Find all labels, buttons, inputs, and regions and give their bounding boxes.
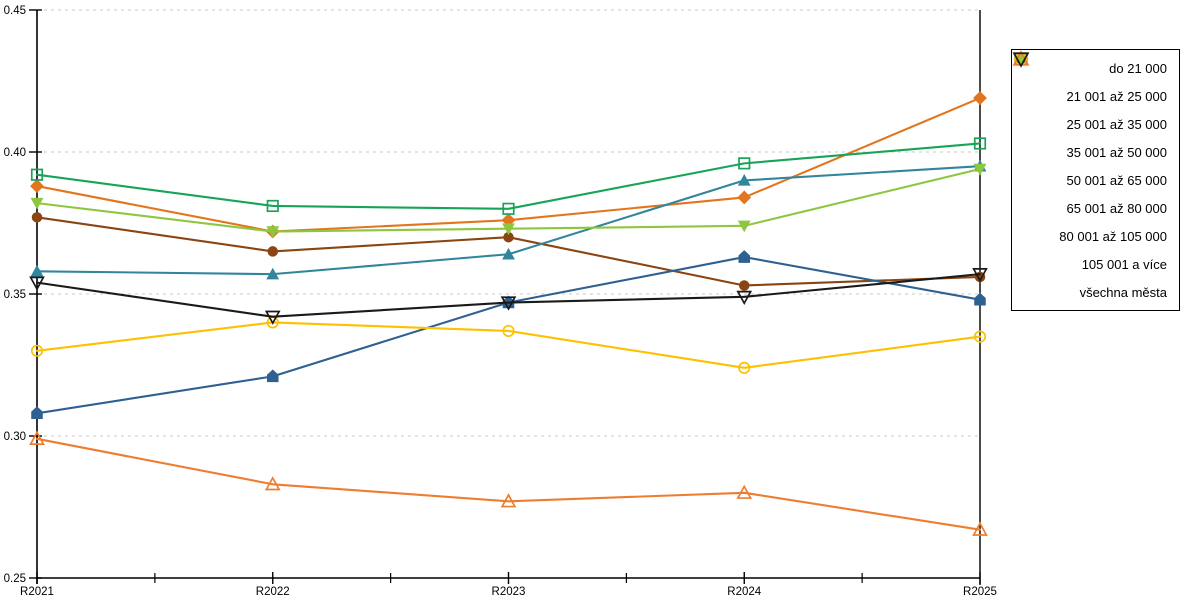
data-point-marker bbox=[31, 406, 43, 420]
data-point-marker bbox=[500, 493, 517, 508]
legend-box: do 21 000 21 001 až 25 000 25 001 až 35 00… bbox=[1011, 49, 1180, 311]
series-6 bbox=[30, 316, 987, 374]
data-point-marker bbox=[502, 202, 515, 215]
data-point-marker bbox=[973, 137, 987, 150]
data-point-marker bbox=[738, 361, 751, 374]
y-tick-label: 0.25 bbox=[4, 573, 26, 585]
series-line bbox=[35, 96, 982, 233]
data-point-marker bbox=[29, 430, 45, 445]
legend-item: 80 001 až 105 000 bbox=[1014, 52, 1167, 249]
data-point-marker bbox=[502, 324, 515, 338]
data-point-marker bbox=[973, 330, 987, 343]
data-point-marker bbox=[503, 231, 514, 243]
data-point-marker bbox=[267, 246, 278, 257]
data-point-marker bbox=[30, 197, 44, 210]
legend-item: 105 001 a více bbox=[1012, 50, 1167, 277]
triangle-down-open-marker-icon bbox=[1012, 52, 1030, 68]
data-point-marker bbox=[30, 168, 44, 181]
series-line bbox=[35, 256, 982, 415]
legend-item-label: 80 001 až 105 000 bbox=[1059, 228, 1167, 244]
data-point-marker bbox=[30, 344, 44, 357]
data-point-marker bbox=[1012, 52, 1030, 68]
triangle-down-marker-icon bbox=[1014, 53, 1028, 66]
data-point-marker bbox=[266, 199, 279, 213]
series-7 bbox=[29, 430, 988, 536]
data-point-marker bbox=[264, 476, 281, 491]
data-point-marker bbox=[266, 267, 280, 280]
data-point-marker bbox=[266, 369, 279, 383]
series-8 bbox=[29, 268, 988, 325]
legend-item-label: 50 001 až 65 000 bbox=[1066, 172, 1167, 188]
legend-item-label: do 21 000 bbox=[1109, 60, 1167, 76]
x-tick-label: R2022 bbox=[256, 586, 290, 598]
x-tick-label: R2021 bbox=[20, 586, 54, 598]
x-tick-label: R2025 bbox=[963, 586, 997, 598]
series-5 bbox=[30, 137, 987, 215]
data-point-marker bbox=[264, 310, 281, 325]
y-tick-label: 0.30 bbox=[4, 431, 26, 443]
legend-item-label: 105 001 a více bbox=[1081, 256, 1167, 272]
y-tick-label: 0.45 bbox=[4, 5, 26, 17]
series-line bbox=[35, 321, 982, 369]
data-point-marker bbox=[502, 223, 515, 236]
data-point-marker bbox=[973, 163, 987, 176]
data-point-marker bbox=[738, 157, 751, 170]
legend-item-label: 25 001 až 35 000 bbox=[1066, 116, 1167, 132]
legend-item: 65 001 až 80 000 bbox=[1014, 52, 1167, 221]
data-point-marker bbox=[31, 212, 43, 223]
data-point-marker bbox=[739, 280, 750, 291]
legend-item-label: 35 001 až 50 000 bbox=[1066, 144, 1167, 160]
series-0 bbox=[30, 91, 987, 239]
data-point-marker bbox=[30, 179, 44, 193]
series-line bbox=[35, 437, 982, 531]
x-tick-label: R2024 bbox=[727, 586, 761, 598]
legend-item: 25 001 až 35 000 bbox=[1014, 52, 1167, 137]
legend-item-label: 65 001 až 80 000 bbox=[1066, 200, 1167, 216]
series-line bbox=[35, 273, 982, 318]
data-point-marker bbox=[29, 276, 45, 291]
data-point-marker bbox=[736, 290, 753, 306]
legend-item-label: všechna města bbox=[1079, 284, 1167, 300]
data-point-marker bbox=[737, 174, 751, 186]
legend-item: 50 001 až 65 000 bbox=[1014, 53, 1167, 193]
y-tick-label: 0.35 bbox=[4, 289, 26, 301]
data-point-marker bbox=[738, 250, 751, 263]
x-tick-label: R2023 bbox=[492, 586, 526, 598]
data-point-marker bbox=[502, 247, 515, 260]
series-line bbox=[35, 142, 982, 210]
legend-item: všechna města bbox=[1012, 52, 1167, 305]
legend-item: 21 001 až 25 000 bbox=[1015, 53, 1167, 109]
data-point-marker bbox=[972, 521, 988, 536]
legend-item-label: 21 001 až 25 000 bbox=[1066, 88, 1167, 104]
legend-item: do 21 000 bbox=[1013, 51, 1167, 81]
data-point-marker bbox=[500, 296, 517, 311]
data-point-marker bbox=[1014, 53, 1028, 66]
data-point-marker bbox=[736, 484, 753, 499]
series-4 bbox=[30, 163, 987, 238]
data-point-marker bbox=[266, 226, 280, 238]
data-point-marker bbox=[973, 91, 987, 105]
data-point-marker bbox=[737, 220, 751, 233]
gridlines bbox=[37, 9, 980, 437]
data-point-marker bbox=[737, 190, 752, 205]
data-point-marker bbox=[30, 264, 44, 277]
y-tick-label: 0.40 bbox=[4, 147, 26, 159]
data-point-marker bbox=[972, 268, 988, 283]
legend-item: 35 001 až 50 000 bbox=[1014, 51, 1167, 165]
data-point-marker bbox=[974, 292, 986, 306]
